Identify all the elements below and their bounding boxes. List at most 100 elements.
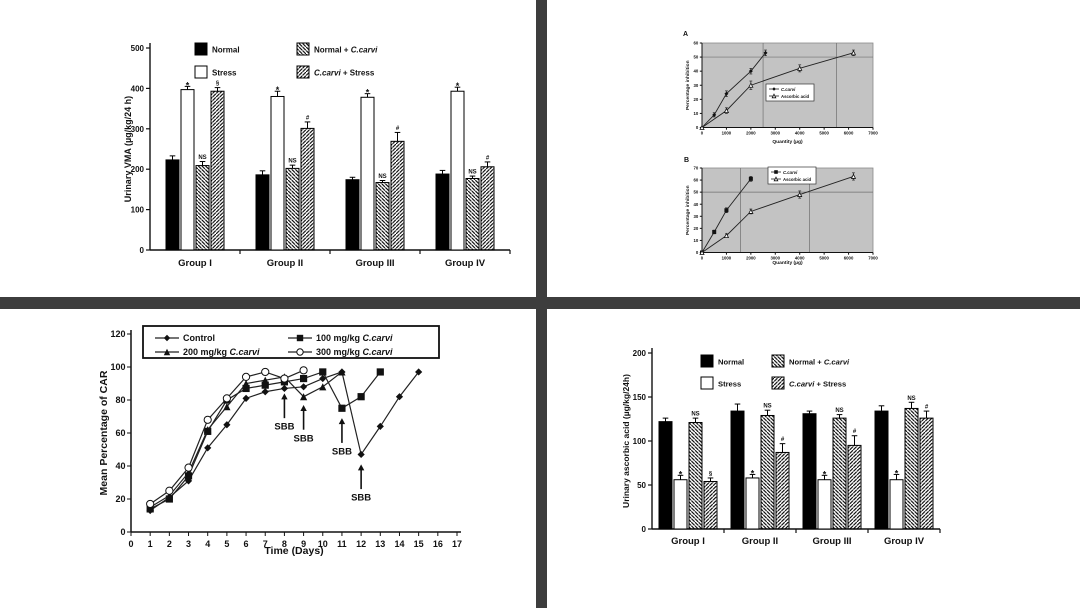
svg-text:NS: NS [288, 159, 296, 165]
svg-text:*: * [456, 81, 460, 91]
svg-text:40: 40 [115, 461, 125, 471]
svg-text:*: * [751, 468, 755, 478]
svg-text:*: * [276, 85, 280, 95]
svg-text:10: 10 [318, 539, 328, 549]
svg-text:500: 500 [131, 44, 145, 53]
svg-text:16: 16 [433, 539, 443, 549]
svg-text:C.carvi + Stress: C.carvi + Stress [314, 69, 375, 78]
svg-text:Group II: Group II [742, 536, 778, 547]
svg-text:200: 200 [131, 165, 145, 174]
svg-text:15: 15 [414, 539, 424, 549]
svg-text:#: # [925, 405, 929, 411]
svg-text:Normal: Normal [212, 46, 240, 55]
svg-text:SBB: SBB [294, 433, 314, 444]
svg-text:NS: NS [835, 408, 843, 414]
svg-text:14: 14 [394, 539, 404, 549]
svg-text:SBB: SBB [332, 446, 352, 457]
svg-text:3: 3 [186, 539, 191, 549]
svg-text:9: 9 [301, 539, 306, 549]
svg-text:3000: 3000 [771, 131, 781, 136]
svg-text:20: 20 [115, 494, 125, 504]
svg-text:Group IV: Group IV [884, 536, 925, 547]
svg-text:0: 0 [642, 525, 647, 534]
svg-text:§: § [216, 81, 220, 87]
svg-text:7000: 7000 [868, 256, 878, 261]
svg-text:NS: NS [378, 174, 386, 180]
svg-text:4000: 4000 [795, 131, 805, 136]
svg-text:#: # [781, 437, 785, 443]
svg-text:300 mg/kg C.carvi: 300 mg/kg C.carvi [316, 347, 393, 357]
svg-text:5: 5 [224, 539, 229, 549]
svg-text:6: 6 [244, 539, 249, 549]
svg-text:Normal + C.carvi: Normal + C.carvi [314, 46, 378, 55]
svg-text:Ascorbic acid: Ascorbic acid [783, 177, 812, 182]
svg-text:Normal: Normal [718, 358, 744, 367]
svg-text:C.carvi + Stress: C.carvi + Stress [789, 380, 846, 389]
svg-text:#: # [486, 155, 490, 161]
svg-text:200 mg/kg C.carvi: 200 mg/kg C.carvi [183, 347, 260, 357]
svg-text:200: 200 [633, 349, 647, 358]
svg-text:80: 80 [115, 395, 125, 405]
svg-text:7: 7 [263, 539, 268, 549]
svg-text:40: 40 [694, 69, 699, 74]
svg-text:5000: 5000 [819, 256, 829, 261]
svg-text:C.carvi: C.carvi [781, 87, 796, 92]
svg-text:0: 0 [120, 527, 125, 537]
svg-text:100: 100 [131, 206, 145, 215]
svg-text:60: 60 [115, 428, 125, 438]
svg-text:2000: 2000 [746, 131, 756, 136]
svg-text:Time (Days): Time (Days) [264, 545, 323, 557]
horizontal-divider [0, 297, 1080, 309]
svg-text:Percentage inhibition: Percentage inhibition [685, 60, 691, 110]
svg-text:6000: 6000 [844, 256, 854, 261]
svg-text:A: A [683, 31, 688, 38]
svg-text:Group II: Group II [267, 258, 303, 269]
svg-text:11: 11 [337, 539, 347, 549]
svg-text:NS: NS [198, 155, 206, 161]
svg-text:20: 20 [694, 226, 699, 231]
svg-text:NS: NS [907, 396, 915, 402]
svg-text:10: 10 [694, 238, 699, 243]
svg-text:400: 400 [131, 84, 145, 93]
svg-text:Urinary VMA (µg/kg/24 h): Urinary VMA (µg/kg/24 h) [123, 96, 133, 202]
svg-text:Group III: Group III [355, 258, 394, 269]
svg-text:100 mg/kg C.carvi: 100 mg/kg C.carvi [316, 333, 393, 343]
svg-text:7000: 7000 [868, 131, 878, 136]
svg-text:Group III: Group III [812, 536, 851, 547]
svg-text:Stress: Stress [212, 69, 237, 78]
svg-text:50: 50 [637, 481, 646, 490]
svg-text:Normal + C.carvi: Normal + C.carvi [789, 358, 850, 367]
svg-text:6000: 6000 [844, 131, 854, 136]
svg-text:2: 2 [167, 539, 172, 549]
svg-text:2000: 2000 [746, 256, 756, 261]
svg-text:5000: 5000 [819, 131, 829, 136]
svg-text:40: 40 [694, 202, 699, 207]
svg-text:#: # [396, 126, 400, 132]
svg-text:70: 70 [694, 166, 699, 171]
svg-text:0: 0 [696, 125, 699, 130]
svg-text:1000: 1000 [722, 131, 732, 136]
svg-text:3000: 3000 [771, 256, 781, 261]
svg-text:B: B [684, 157, 689, 164]
svg-text:#: # [306, 115, 310, 121]
svg-text:30: 30 [694, 214, 699, 219]
svg-text:0: 0 [140, 246, 145, 255]
svg-text:0: 0 [701, 131, 704, 136]
svg-text:12: 12 [356, 539, 366, 549]
svg-text:30: 30 [694, 83, 699, 88]
svg-text:SBB: SBB [351, 493, 371, 504]
svg-text:300: 300 [131, 125, 145, 134]
svg-text:1: 1 [148, 539, 153, 549]
svg-text:17: 17 [452, 539, 462, 549]
svg-text:0: 0 [128, 539, 133, 549]
svg-text:NS: NS [763, 404, 771, 410]
svg-text:8: 8 [282, 539, 287, 549]
svg-text:150: 150 [633, 393, 647, 402]
svg-text:0: 0 [701, 256, 704, 261]
svg-text:*: * [895, 468, 899, 478]
svg-text:120: 120 [110, 329, 125, 339]
